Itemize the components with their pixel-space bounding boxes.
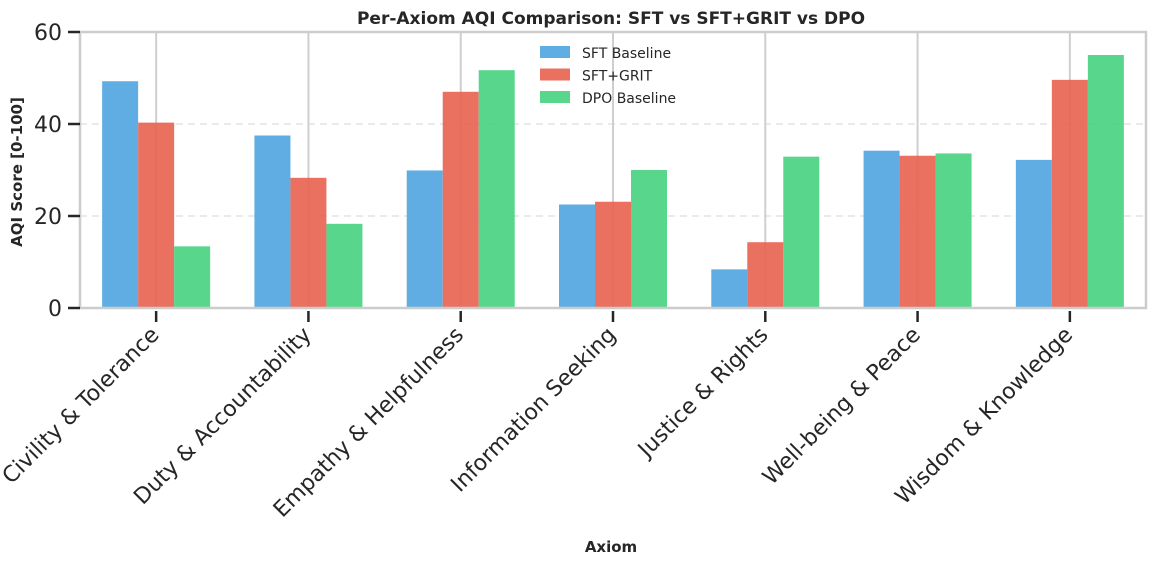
chart-title: Per-Axiom AQI Comparison: SFT vs SFT+GRI… <box>357 9 865 29</box>
y-axis-label: AQI Score [0-100] <box>8 97 26 247</box>
y-tick-label: 0 <box>48 297 62 322</box>
bars <box>102 55 1124 309</box>
legend-label-dpo-baseline: DPO Baseline <box>582 91 676 107</box>
bar-sft-grit-information-seeking <box>595 201 631 308</box>
legend-swatch-sft-grit <box>540 68 570 81</box>
y-tick-label: 20 <box>34 205 62 230</box>
bar-dpo-baseline-civility-and-tolerance <box>174 246 211 308</box>
bar-dpo-baseline-empathy-and-helpfulness <box>478 70 515 309</box>
x-axis-label: Axiom <box>585 538 637 556</box>
bar-sft-baseline-well-being-and-peace <box>863 150 900 308</box>
legend-label-sft-grit: SFT+GRIT <box>582 69 653 85</box>
y-tick-label: 40 <box>34 113 62 138</box>
bar-sft-baseline-civility-and-tolerance <box>102 81 139 308</box>
bar-sft-baseline-justice-and-rights <box>711 269 748 308</box>
bar-dpo-baseline-justice-and-rights <box>783 156 820 308</box>
legend-swatch-sft-baseline <box>540 46 570 58</box>
x-tick-label-information-seeking: Information Seeking <box>446 323 621 498</box>
bar-sft-baseline-information-seeking <box>559 204 595 308</box>
bar-sft-grit-civility-and-tolerance <box>138 122 175 309</box>
bar-sft-grit-duty-and-accountability <box>290 177 327 308</box>
x-tick-label-wisdom-and-knowledge: Wisdom & Knowledge <box>891 323 1078 510</box>
bar-sft-grit-well-being-and-peace <box>899 155 936 308</box>
bar-dpo-baseline-well-being-and-peace <box>935 153 972 308</box>
bar-sft-baseline-empathy-and-helpfulness <box>406 170 443 308</box>
bar-sft-baseline-duty-and-accountability <box>254 135 291 308</box>
x-tick-label-duty-and-accountability: Duty & Accountability <box>129 323 316 510</box>
legend-swatch-dpo-baseline <box>540 91 570 103</box>
legend: SFT Baseline SFT+GRIT DPO Baseline <box>540 46 676 107</box>
y-tick-label: 60 <box>34 21 62 46</box>
x-tick-label-well-being-and-peace: Well-being & Peace <box>758 323 926 491</box>
bar-dpo-baseline-wisdom-and-knowledge <box>1087 55 1124 308</box>
bar-dpo-baseline-information-seeking <box>631 170 667 308</box>
legend-label-sft-baseline: SFT Baseline <box>582 46 671 62</box>
bar-dpo-baseline-duty-and-accountability <box>326 223 363 308</box>
bar-sft-grit-justice-and-rights <box>747 242 784 308</box>
plot-frame <box>78 30 1148 310</box>
bar-sft-grit-empathy-and-helpfulness <box>442 91 479 308</box>
x-tick-label-justice-and-rights: Justice & Rights <box>632 323 773 464</box>
axes <box>68 30 1148 322</box>
bar-sft-baseline-wisdom-and-knowledge <box>1015 159 1052 308</box>
x-tick-label-civility-and-tolerance: Civility & Tolerance <box>0 323 164 490</box>
bar-sft-grit-wisdom-and-knowledge <box>1051 79 1088 308</box>
